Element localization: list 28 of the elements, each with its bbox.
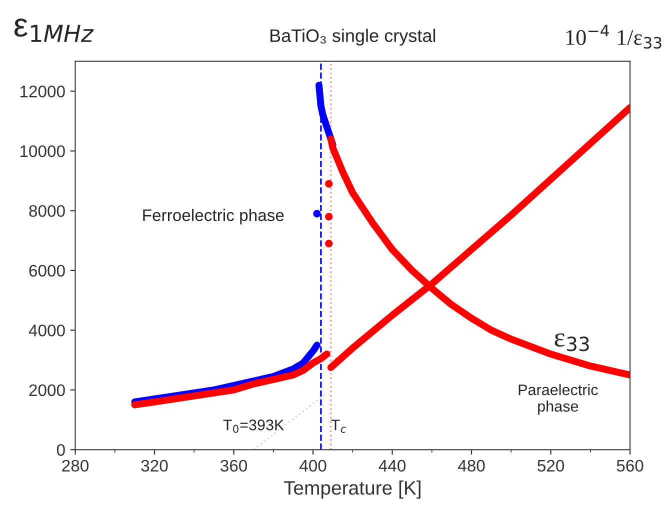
annotation: T$_{c}$ [331, 420, 346, 433]
x-tick-label: 560 [616, 460, 644, 472]
y-axis-title: ε$_{1MHz}$ [14, 18, 94, 42]
y-tick-label: 12000 [20, 86, 65, 98]
x-tick-label: 400 [300, 460, 326, 472]
x-tick-label: 480 [458, 460, 485, 472]
x-tick-label: 280 [62, 460, 89, 472]
y-tick-label: 4000 [28, 324, 65, 336]
annotation: Ferroelectric phase [143, 208, 284, 224]
y-tick-label: 6000 [29, 264, 65, 277]
annotation: ε$_{33}$ [554, 333, 589, 352]
x-tick-label: 360 [220, 460, 248, 472]
y-tick-label: 2000 [29, 384, 65, 396]
x-tick-label: 320 [141, 460, 168, 472]
y-tick-label: 10000 [20, 145, 65, 158]
point [325, 240, 333, 248]
y-tick-label: 0 [56, 444, 65, 456]
point [325, 180, 333, 188]
point [313, 210, 321, 218]
annotation: Paraelectric phase [518, 384, 598, 415]
point [325, 212, 333, 220]
y-tick-label: 8000 [29, 205, 65, 217]
chart-title: BaTiO₃ single crystal [270, 28, 436, 46]
annotation: T$_{0}$=393K [223, 420, 284, 433]
x-axis-title: Temperature [K] [284, 480, 420, 499]
x-tick-label: 520 [538, 460, 564, 472]
text: 10$^{−4}$ 1/ε$_{33}$ [566, 24, 662, 49]
x-tick-label: 440 [378, 460, 406, 472]
